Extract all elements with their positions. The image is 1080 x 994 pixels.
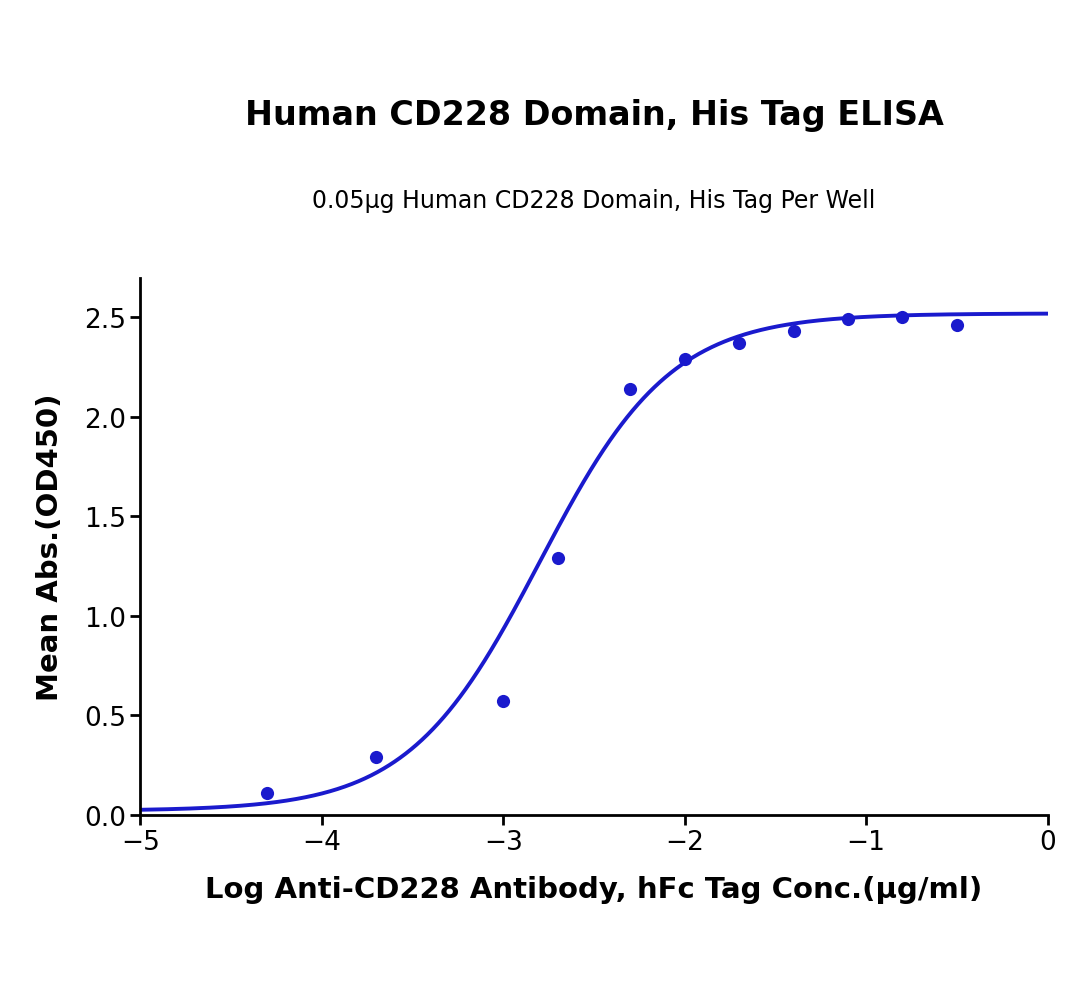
Point (367, 749, 384, 765)
Text: Human CD228 Domain, His Tag ELISA: Human CD228 Domain, His Tag ELISA (244, 99, 944, 132)
Point (948, 318, 966, 334)
Point (785, 324, 802, 340)
Point (622, 382, 639, 398)
X-axis label: Log Anti-CD228 Antibody, hFc Tag Conc.(μg/ml): Log Anti-CD228 Antibody, hFc Tag Conc.(μ… (205, 875, 983, 903)
Point (730, 336, 747, 352)
Point (495, 694, 512, 710)
Point (676, 352, 693, 368)
Text: 0.05μg Human CD228 Domain, His Tag Per Well: 0.05μg Human CD228 Domain, His Tag Per W… (312, 189, 876, 213)
Point (894, 310, 912, 326)
Point (839, 312, 856, 328)
Point (259, 785, 276, 801)
Point (549, 551, 566, 567)
Y-axis label: Mean Abs.(OD450): Mean Abs.(OD450) (37, 393, 65, 701)
